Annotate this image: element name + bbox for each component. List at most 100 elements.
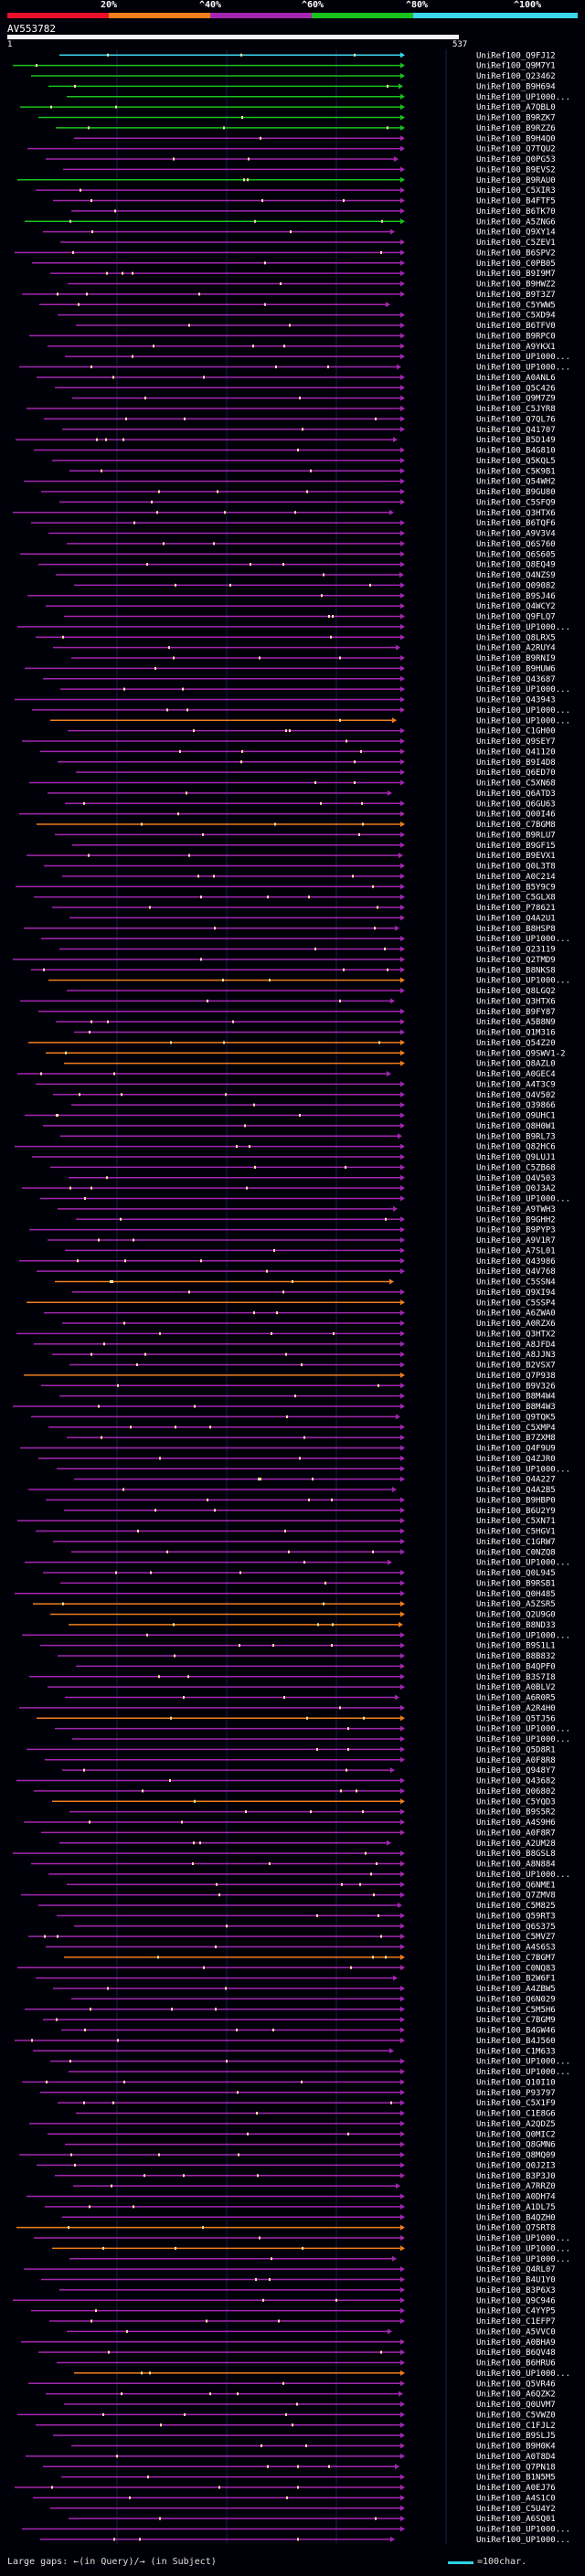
hit-label[interactable]: UniRef100_A0F8R8 bbox=[476, 1756, 556, 1765]
hit-label[interactable]: UniRef100_Q7TQU2 bbox=[476, 145, 556, 154]
hit-label[interactable]: UniRef100_C1E8G6 bbox=[476, 2110, 556, 2119]
hit-label[interactable]: UniRef100_A0DH74 bbox=[476, 2193, 556, 2202]
hit-label[interactable]: UniRef100_A2RUY4 bbox=[476, 644, 556, 653]
hit-label[interactable]: UniRef100_B3P6X3 bbox=[476, 2286, 556, 2295]
hit-label[interactable]: UniRef100_A0BLV2 bbox=[476, 1683, 556, 1692]
hit-label[interactable]: UniRef100_Q9TQK5 bbox=[476, 1413, 556, 1422]
hit-label[interactable]: UniRef100_Q4F9U9 bbox=[476, 1445, 556, 1454]
hit-label[interactable]: UniRef100_C5SFQ9 bbox=[476, 498, 556, 507]
hit-label[interactable]: UniRef100_UP1000... bbox=[476, 2369, 570, 2379]
hit-label[interactable]: UniRef100_Q6S605 bbox=[476, 550, 556, 559]
hit-label[interactable]: UniRef100_B9HUW6 bbox=[476, 664, 556, 673]
hit-label[interactable]: UniRef100_Q82HC6 bbox=[476, 1143, 556, 1152]
hit-label[interactable]: UniRef100_A5VVC0 bbox=[476, 2327, 556, 2337]
hit-label[interactable]: UniRef100_A4S6S3 bbox=[476, 1944, 556, 1953]
hit-label[interactable]: UniRef100_Q43687 bbox=[476, 675, 556, 684]
hit-label[interactable]: UniRef100_Q7PN18 bbox=[476, 2463, 556, 2472]
hit-label[interactable]: UniRef100_B6TFV0 bbox=[476, 322, 556, 331]
hit-label[interactable]: UniRef100_A8N884 bbox=[476, 1860, 556, 1870]
hit-label[interactable]: UniRef100_B6TK70 bbox=[476, 207, 556, 217]
hit-label[interactable]: UniRef100_B5D149 bbox=[476, 436, 556, 445]
hit-label[interactable]: UniRef100_A9V1R7 bbox=[476, 1236, 556, 1246]
hit-label[interactable]: UniRef100_C5YQD3 bbox=[476, 1797, 556, 1807]
hit-label[interactable]: UniRef100_Q23119 bbox=[476, 946, 556, 955]
hit-label[interactable]: UniRef100_B9RL73 bbox=[476, 1132, 556, 1141]
hit-label[interactable]: UniRef100_C5SSP4 bbox=[476, 1299, 556, 1308]
hit-label[interactable]: UniRef100_UP1000... bbox=[476, 1465, 570, 1474]
hit-label[interactable]: UniRef100_Q06802 bbox=[476, 1787, 556, 1797]
hit-label[interactable]: UniRef100_C5X1F9 bbox=[476, 2099, 556, 2108]
hit-label[interactable]: UniRef100_B6TQF6 bbox=[476, 519, 556, 528]
hit-label[interactable]: UniRef100_B9RPC0 bbox=[476, 332, 556, 341]
hit-label[interactable]: UniRef100_C5XN71 bbox=[476, 1517, 556, 1526]
hit-label[interactable]: UniRef100_Q3HTX2 bbox=[476, 1330, 556, 1339]
hit-label[interactable]: UniRef100_Q9FLQ7 bbox=[476, 613, 556, 622]
hit-label[interactable]: UniRef100_C5SSN4 bbox=[476, 1278, 556, 1288]
hit-label[interactable]: UniRef100_Q0J3A2 bbox=[476, 1184, 556, 1193]
hit-label[interactable]: UniRef100_Q8LRX5 bbox=[476, 633, 556, 642]
hit-label[interactable]: UniRef100_A6SQ01 bbox=[476, 2515, 556, 2524]
hit-label[interactable]: UniRef100_B9HBP0 bbox=[476, 1496, 556, 1505]
hit-label[interactable]: UniRef100_Q6N029 bbox=[476, 1995, 556, 2004]
hit-label[interactable]: UniRef100_A8JJN3 bbox=[476, 1351, 556, 1360]
hit-label[interactable]: UniRef100_UP1000... bbox=[476, 2536, 570, 2544]
hit-label[interactable]: UniRef100_Q9SEY7 bbox=[476, 737, 556, 747]
hit-label[interactable]: UniRef100_A0RZX6 bbox=[476, 1320, 556, 1329]
hit-label[interactable]: UniRef100_UP1000... bbox=[476, 353, 570, 362]
hit-label[interactable]: UniRef100_C5XN68 bbox=[476, 779, 556, 789]
hit-label[interactable]: UniRef100_UP1000... bbox=[476, 685, 570, 694]
hit-label[interactable]: UniRef100_A7SL01 bbox=[476, 1246, 556, 1256]
hit-label[interactable]: UniRef100_Q43943 bbox=[476, 696, 556, 705]
hit-label[interactable]: UniRef100_C5ZB68 bbox=[476, 1163, 556, 1172]
hit-label[interactable]: UniRef100_Q7SRT8 bbox=[476, 2224, 556, 2233]
hit-label[interactable]: UniRef100_Q4V502 bbox=[476, 1091, 556, 1100]
hit-label[interactable]: UniRef100_C1EFP7 bbox=[476, 2317, 556, 2327]
hit-label[interactable]: UniRef100_Q4A227 bbox=[476, 1476, 556, 1485]
hit-label[interactable]: UniRef100_B8ND33 bbox=[476, 1621, 556, 1630]
hit-label[interactable]: UniRef100_A4T3C9 bbox=[476, 1080, 556, 1089]
hit-label[interactable]: UniRef100_Q8EQ49 bbox=[476, 561, 556, 570]
hit-label[interactable]: UniRef100_A6ZWA0 bbox=[476, 1309, 556, 1319]
hit-label[interactable]: UniRef100_B9T3Z7 bbox=[476, 291, 556, 300]
hit-label[interactable]: UniRef100_Q5VR46 bbox=[476, 2380, 556, 2389]
hit-label[interactable]: UniRef100_B6QV48 bbox=[476, 2348, 556, 2358]
hit-label[interactable]: UniRef100_B6HRU6 bbox=[476, 2359, 556, 2369]
hit-label[interactable]: UniRef100_UP1000... bbox=[476, 935, 570, 944]
hit-label[interactable]: UniRef100_B3S7I8 bbox=[476, 1673, 556, 1682]
hit-label[interactable]: UniRef100_A0GEC4 bbox=[476, 1070, 556, 1079]
hit-label[interactable]: UniRef100_UP1000... bbox=[476, 2058, 570, 2067]
hit-label[interactable]: UniRef100_UP1000... bbox=[476, 2234, 570, 2243]
hit-label[interactable]: UniRef100_A2UM28 bbox=[476, 1839, 556, 1849]
hit-label[interactable]: UniRef100_C1M633 bbox=[476, 2047, 556, 2056]
hit-label[interactable]: UniRef100_C5HGV1 bbox=[476, 1528, 556, 1537]
hit-label[interactable]: UniRef100_C0NQ83 bbox=[476, 1964, 556, 1973]
hit-label[interactable]: UniRef100_C5JYR8 bbox=[476, 405, 556, 414]
hit-label[interactable]: UniRef100_B4QZH0 bbox=[476, 2213, 556, 2222]
hit-label[interactable]: UniRef100_Q0L3T8 bbox=[476, 863, 556, 872]
hit-label[interactable]: UniRef100_A2R4H0 bbox=[476, 1704, 556, 1713]
hit-label[interactable]: UniRef100_Q0PG53 bbox=[476, 155, 556, 164]
hit-label[interactable]: UniRef100_UP1000... bbox=[476, 1631, 570, 1640]
hit-label[interactable]: UniRef100_A9TWH3 bbox=[476, 1205, 556, 1214]
hit-label[interactable]: UniRef100_Q43682 bbox=[476, 1777, 556, 1786]
hit-label[interactable]: UniRef100_B5Y9C9 bbox=[476, 883, 556, 892]
hit-label[interactable]: UniRef100_Q4NZS9 bbox=[476, 571, 556, 580]
hit-label[interactable]: UniRef100_Q00I46 bbox=[476, 811, 556, 820]
hit-label[interactable]: UniRef100_Q8H0W1 bbox=[476, 1122, 556, 1131]
hit-label[interactable]: UniRef100_C5U4Y2 bbox=[476, 2505, 556, 2514]
hit-label[interactable]: UniRef100_B9FY87 bbox=[476, 1008, 556, 1017]
hit-label[interactable]: UniRef100_Q9FJ12 bbox=[476, 51, 556, 60]
hit-label[interactable]: UniRef100_B9PYP3 bbox=[476, 1226, 556, 1235]
hit-label[interactable]: UniRef100_A1DL75 bbox=[476, 2203, 556, 2212]
hit-label[interactable]: UniRef100_B9EVX1 bbox=[476, 852, 556, 861]
hit-label[interactable]: UniRef100_B7ZXM8 bbox=[476, 1434, 556, 1443]
hit-label[interactable]: UniRef100_Q43986 bbox=[476, 1257, 556, 1267]
hit-label[interactable]: UniRef100_Q7ZMV8 bbox=[476, 1892, 556, 1901]
hit-label[interactable]: UniRef100_C0PB05 bbox=[476, 260, 556, 269]
hit-label[interactable]: UniRef100_Q5D8R1 bbox=[476, 1745, 556, 1754]
hit-label[interactable]: UniRef100_B9I9M7 bbox=[476, 270, 556, 279]
hit-label[interactable]: UniRef100_UP1000... bbox=[476, 2068, 570, 2077]
hit-label[interactable]: UniRef100_Q0J2I3 bbox=[476, 2161, 556, 2170]
hit-label[interactable]: UniRef100_C5XMP4 bbox=[476, 1424, 556, 1433]
hit-label[interactable]: UniRef100_Q6S375 bbox=[476, 1923, 556, 1932]
